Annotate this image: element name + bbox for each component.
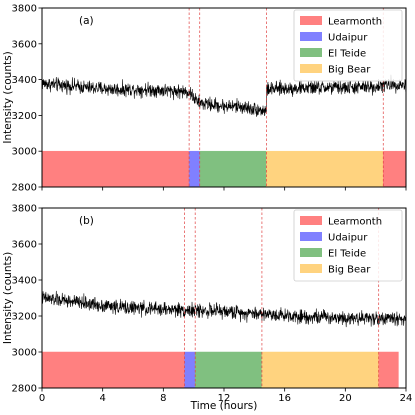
legend-swatch-el-teide: [300, 48, 322, 57]
coverage-el-teide: [194, 351, 263, 389]
y-tick-label: 3600: [12, 39, 37, 50]
legend: Learmonth Udaipur El Teide Big Bear: [293, 209, 403, 282]
coverage-big-bear: [261, 351, 379, 389]
coverage-udaipur: [184, 351, 196, 389]
legend-label-learmonth: Learmonth: [328, 17, 382, 28]
coverage-el-teide: [199, 150, 267, 188]
legend-swatch-big-bear: [300, 264, 322, 273]
coverage-learmonth: [41, 150, 190, 188]
intensity-line: [42, 290, 406, 328]
y-tick-label: 3800: [12, 204, 37, 215]
panel-label: (b): [79, 215, 94, 227]
x-tick-label: 8: [160, 393, 166, 404]
x-axis-label: Time (hours): [190, 400, 258, 412]
x-tick-label: 24: [400, 393, 413, 404]
y-tick-label: 2800: [12, 183, 37, 194]
legend-box: [293, 209, 403, 282]
coverage-udaipur: [188, 150, 200, 188]
legend-label-big-bear: Big Bear: [328, 265, 371, 276]
station-boundaries: [188, 8, 384, 187]
panel-label: (a): [79, 15, 94, 27]
intensity-line: [42, 74, 406, 117]
legend-label-el-teide: El Teide: [328, 249, 366, 260]
y-tick-label: 3400: [12, 75, 37, 86]
legend-label-big-bear: Big Bear: [328, 65, 371, 76]
legend-swatch-el-teide: [300, 248, 322, 257]
y-tick-label: 3600: [12, 240, 37, 251]
legend-swatch-learmonth: [300, 216, 322, 225]
y-axis-label: Intensity (counts): [2, 51, 14, 143]
panel-a: 2800 3000 3200 3400 3600 3800 (a) Intensity (…: [2, 4, 407, 194]
legend-label-udaipur: Udaipur: [328, 233, 368, 244]
axis-ticks: 2800 3000 3200 3400 3600 3800: [12, 4, 407, 194]
x-tick-label: 0: [39, 393, 45, 404]
y-tick-label: 3800: [12, 4, 37, 15]
legend-label-udaipur: Udaipur: [328, 33, 368, 44]
station-boundaries: [184, 208, 380, 388]
legend-swatch-learmonth: [300, 16, 322, 25]
y-tick-label: 3200: [12, 111, 37, 122]
y-tick-label: 2800: [12, 384, 37, 395]
y-tick-label: 3200: [12, 312, 37, 323]
coverage-learmonth: [383, 150, 407, 188]
coverage-big-bear: [266, 150, 384, 188]
legend-swatch-big-bear: [300, 64, 322, 73]
y-axis-label: Intensity (counts): [2, 252, 14, 344]
coverage-learmonth: [378, 351, 399, 389]
x-tick-label: 12: [218, 393, 231, 404]
x-tick-label: 4: [99, 393, 105, 404]
x-tick-label: 16: [278, 393, 291, 404]
legend-box: [293, 9, 403, 82]
axis-ticks: 0 4 8 12 16 20 24 2800 3000 3200 3400 3600 3800: [12, 204, 413, 405]
y-tick-label: 3000: [12, 348, 37, 359]
station-coverage-bar: [41, 150, 407, 188]
coverage-learmonth: [41, 351, 185, 389]
y-tick-label: 3000: [12, 147, 37, 158]
legend-swatch-udaipur: [300, 232, 322, 241]
x-tick-label: 20: [339, 393, 352, 404]
station-coverage-bar: [41, 351, 399, 389]
y-tick-label: 3400: [12, 276, 37, 287]
intensity-series: [42, 74, 406, 117]
legend-label-el-teide: El Teide: [328, 49, 366, 60]
legend-label-learmonth: Learmonth: [328, 217, 382, 228]
intensity-series: [42, 290, 406, 328]
legend: Learmonth Udaipur El Teide Big Bear: [293, 9, 403, 82]
legend-swatch-udaipur: [300, 32, 322, 41]
